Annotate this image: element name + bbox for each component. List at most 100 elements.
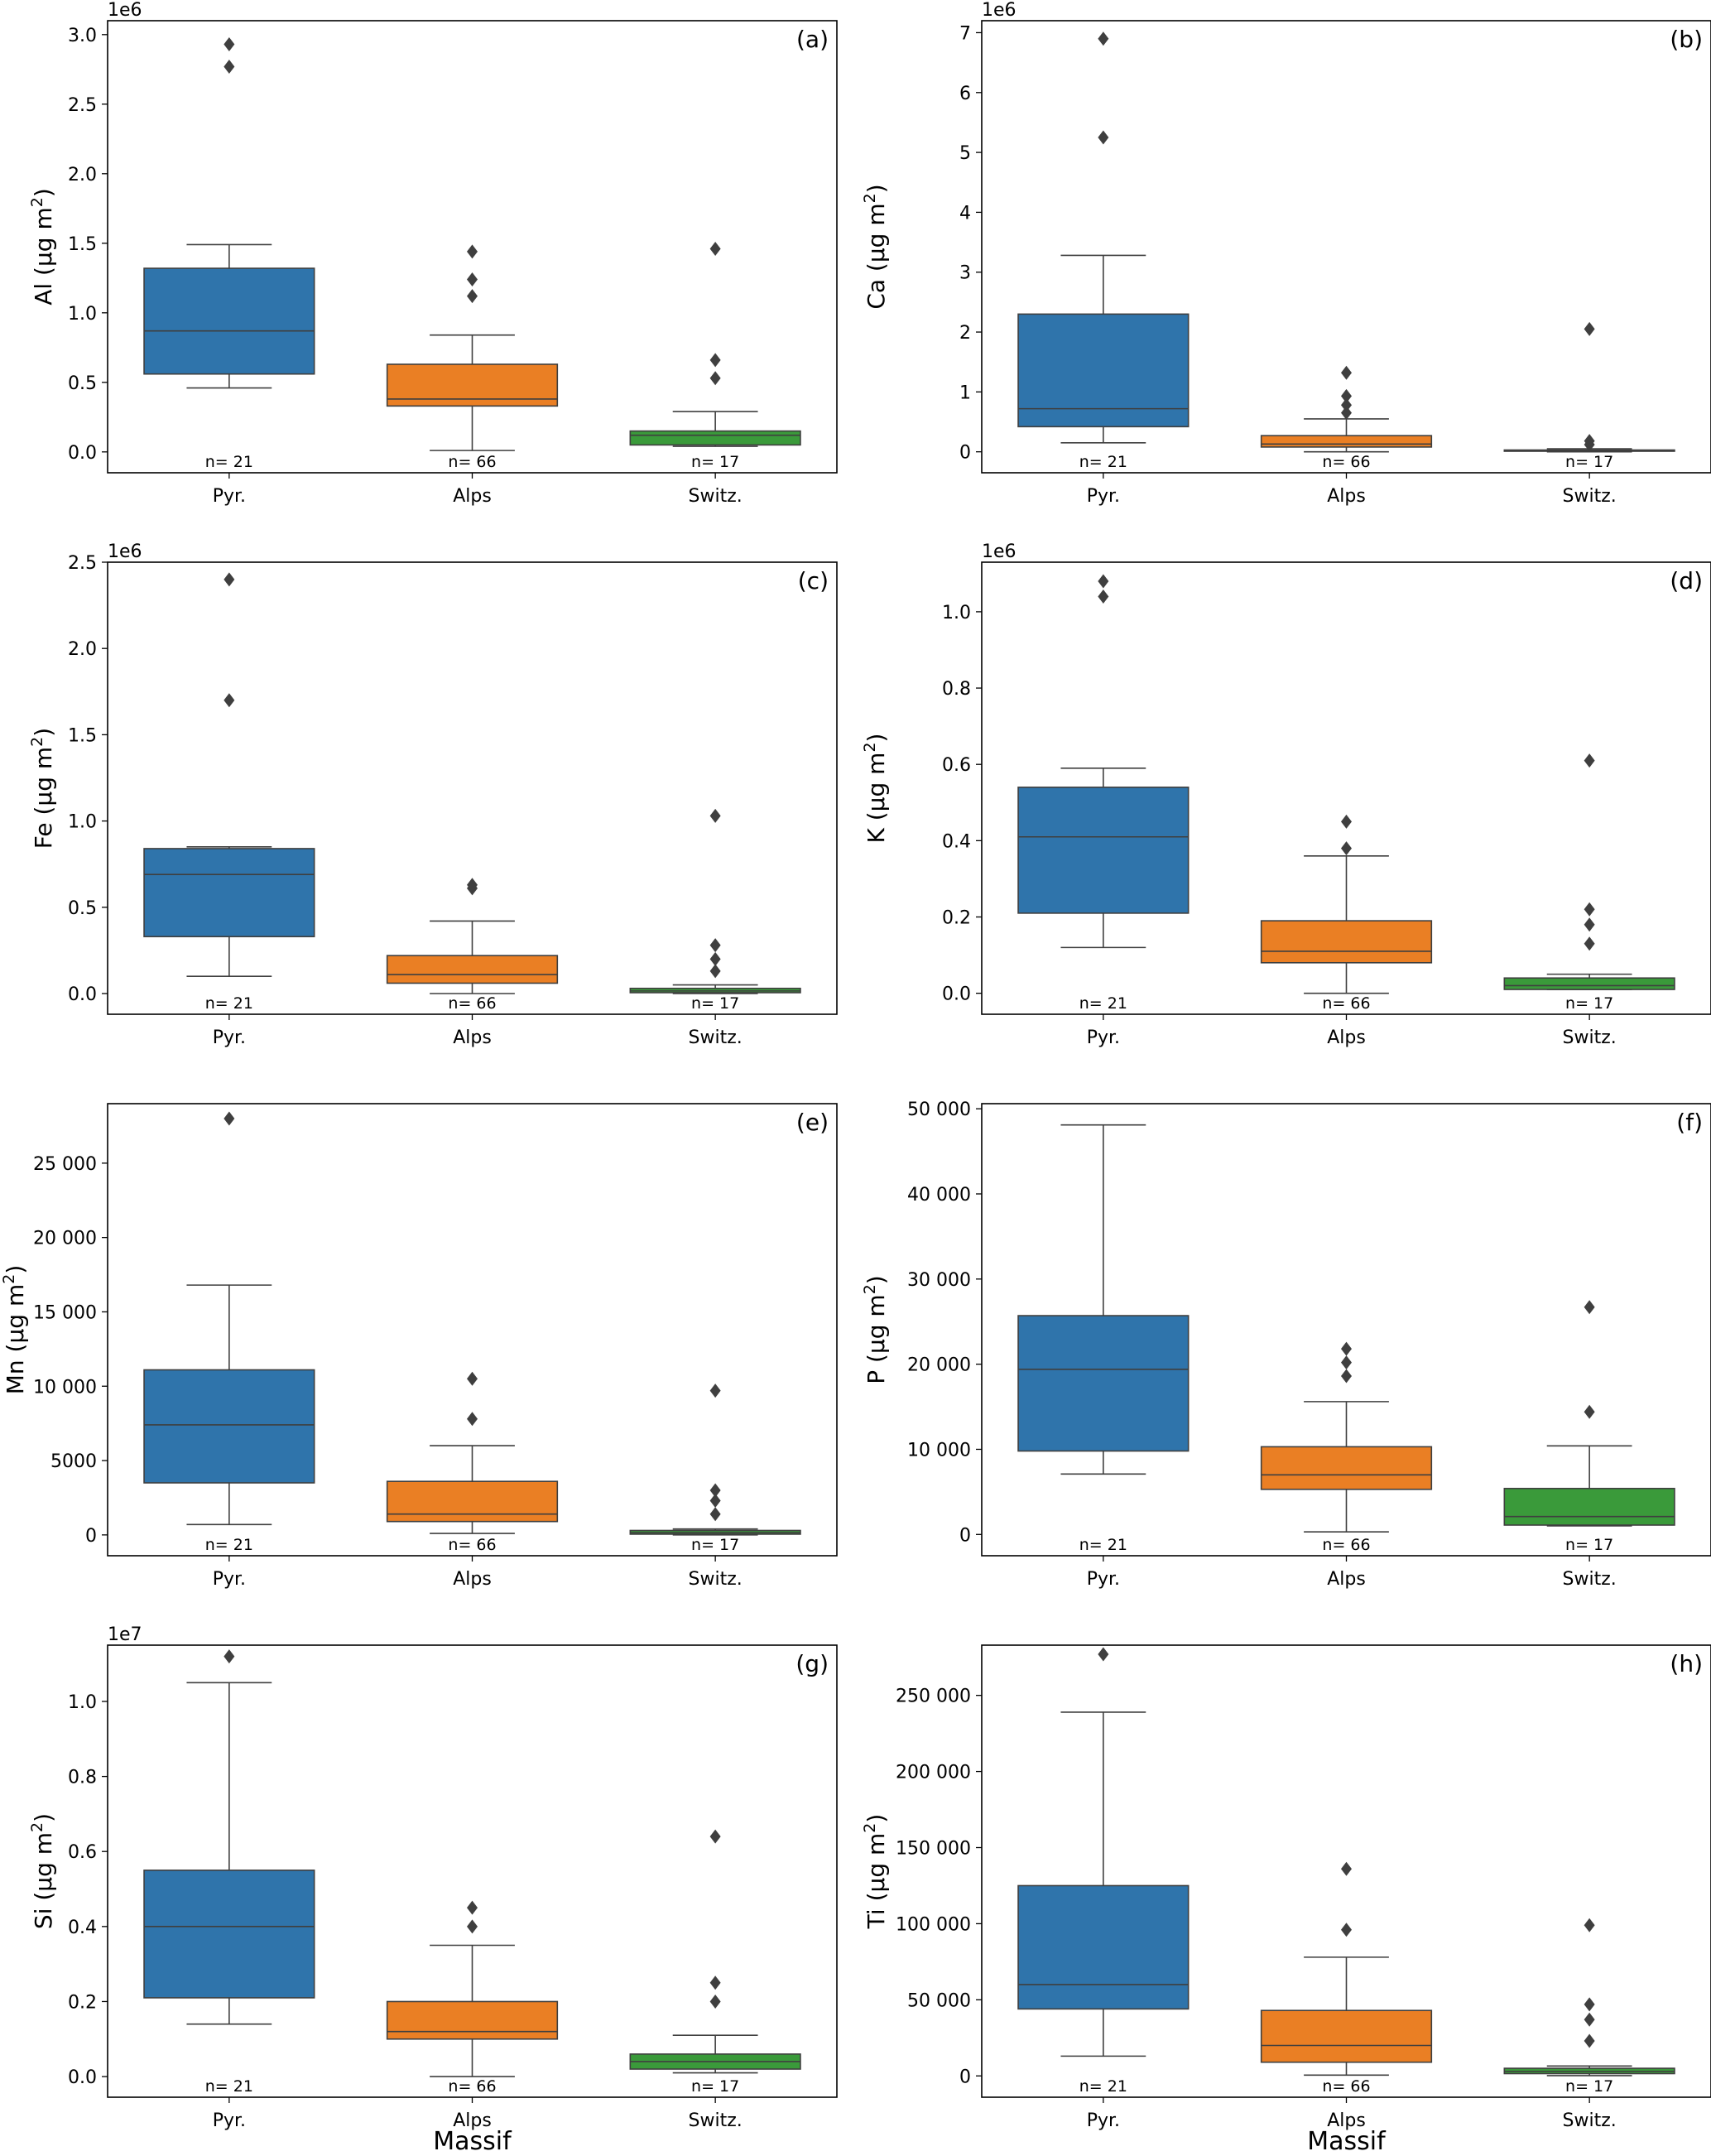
- x-tick-label: Switz.: [689, 486, 743, 507]
- y-tick-label: 1.0: [68, 812, 97, 833]
- box-iqr: [1260, 920, 1433, 964]
- y-tick-label: 0.5: [68, 898, 97, 919]
- x-tick-label: Switz.: [1563, 1569, 1617, 1590]
- x-tick-label: Pyr.: [1087, 1027, 1120, 1048]
- x-tick-label: Alps: [1327, 2110, 1366, 2131]
- panel-h: n= 21 Pyr. n= 66 Alps n= 17 Switz. 0 50 000 100 …: [861, 1644, 1711, 2131]
- box-pyr: n= 21 Pyr.: [1017, 1647, 1190, 2131]
- panel-label: (c): [798, 567, 829, 594]
- panel-label: (d): [1670, 567, 1703, 594]
- outlier-point: [1341, 1341, 1352, 1356]
- y-tick-label: 6: [959, 84, 971, 104]
- y-tick-label: 200 000: [896, 1763, 971, 1783]
- box-iqr: [1260, 1446, 1433, 1490]
- y-tick-label: 0: [959, 443, 971, 464]
- outlier-point: [467, 272, 478, 286]
- y-tick-label: 0: [959, 1525, 971, 1546]
- outlier-point: [223, 572, 235, 587]
- y-tick-label: 1.0: [68, 1692, 97, 1713]
- box-pyr: n= 21 Pyr.: [143, 572, 315, 1048]
- box-switz: n= 17 Switz.: [1503, 1918, 1675, 2131]
- y-tick-label: 2.0: [68, 639, 97, 660]
- y-axis-label: Ca (µg m2): [861, 184, 890, 309]
- box-switz: n= 17 Switz.: [629, 808, 801, 1048]
- outlier-point: [1584, 321, 1595, 336]
- axes-frame: [981, 20, 1711, 474]
- box-pyr: n= 21 Pyr.: [143, 1111, 315, 1590]
- outlier-point: [467, 878, 478, 893]
- y-tick-label: 0.4: [942, 831, 971, 852]
- box-pyr: n= 21 Pyr.: [1017, 574, 1190, 1048]
- outlier-point: [1584, 1404, 1595, 1419]
- axes-frame: [981, 1103, 1711, 1557]
- y-axis-label: P (µg m2): [861, 1275, 890, 1384]
- outlier-point: [1098, 1647, 1109, 1662]
- x-tick-label: Alps: [453, 486, 492, 507]
- y-tick-label: 1.0: [68, 304, 97, 325]
- box-iqr: [1017, 787, 1190, 914]
- y-tick-label: 150 000: [896, 1839, 971, 1860]
- x-tick-label: Switz.: [689, 1569, 743, 1590]
- outlier-point: [1341, 1861, 1352, 1876]
- axes-frame: [107, 561, 838, 1015]
- outlier-point: [1584, 1300, 1595, 1315]
- panel-d: n= 21 Pyr. n= 66 Alps n= 17 Switz. 0.0 0.2 0.4 0.…: [861, 541, 1711, 1048]
- x-tick-label: Switz.: [1563, 486, 1617, 507]
- box-iqr: [143, 267, 315, 375]
- box-pyr: n= 21 Pyr.: [1017, 1124, 1190, 1590]
- y-tick-label: 2.0: [68, 165, 97, 185]
- panel-label: (b): [1670, 26, 1703, 53]
- outlier-point: [1341, 1923, 1352, 1937]
- outlier-point: [709, 1976, 721, 1990]
- box-switz: n= 17 Switz.: [1503, 321, 1675, 507]
- box-alps: n= 66 Alps: [386, 244, 559, 507]
- y-tick-label: 7: [959, 23, 971, 44]
- x-tick-label: Pyr.: [213, 1569, 246, 1590]
- x-tick-label: Switz.: [689, 2110, 743, 2131]
- y-tick-label: 0.0: [942, 984, 971, 1005]
- n-count-label: n= 21: [1079, 2077, 1127, 2096]
- n-count-label: n= 17: [1565, 1536, 1613, 1554]
- outlier-point: [709, 1483, 721, 1498]
- outlier-point: [1341, 1369, 1352, 1384]
- axis-scale-label: 1e6: [982, 0, 1017, 21]
- outlier-point: [1341, 365, 1352, 380]
- panel-a: n= 21 Pyr. n= 66 Alps n= 17 Switz. 0.0 0.5 1.0 1.…: [28, 0, 838, 507]
- box-switz: n= 17 Switz.: [1503, 753, 1675, 1048]
- panel-f: n= 21 Pyr. n= 66 Alps n= 17 Switz. 0 10 000 20 0…: [861, 1100, 1711, 1590]
- n-count-label: n= 21: [205, 453, 253, 471]
- panel-g: n= 21 Pyr. n= 66 Alps n= 17 Switz. 0.0 0.2 0.4 0.…: [28, 1624, 838, 2131]
- y-tick-label: 1.0: [942, 603, 971, 623]
- y-tick-label: 25 000: [33, 1154, 97, 1175]
- box-pyr: n= 21 Pyr.: [143, 37, 315, 507]
- box-iqr: [1503, 977, 1675, 990]
- outlier-point: [1584, 2033, 1595, 2048]
- box-alps: n= 66 Alps: [386, 878, 559, 1048]
- box-switz: n= 17 Switz.: [629, 1829, 801, 2131]
- n-count-label: n= 17: [691, 2077, 739, 2096]
- box-iqr: [1017, 1884, 1190, 2010]
- y-tick-label: 10 000: [33, 1377, 97, 1398]
- outlier-point: [1341, 397, 1352, 412]
- y-tick-label: 2: [959, 323, 971, 344]
- n-count-label: n= 21: [205, 2077, 253, 2096]
- y-axis-label: Si (µg m2): [28, 1813, 57, 1929]
- y-tick-label: 0: [959, 2067, 971, 2087]
- outlier-point: [1341, 1355, 1352, 1370]
- n-count-label: n= 66: [1322, 1536, 1370, 1554]
- outlier-point: [709, 1829, 721, 1844]
- n-count-label: n= 66: [448, 2077, 496, 2096]
- x-tick-label: Switz.: [1563, 1027, 1617, 1048]
- y-axis-label: K (µg m2): [861, 734, 890, 844]
- outlier-point: [223, 37, 235, 52]
- y-tick-label: 0.5: [68, 373, 97, 394]
- outlier-point: [467, 289, 478, 304]
- box-alps: n= 66 Alps: [386, 1371, 559, 1590]
- axis-scale-label: 1e6: [982, 541, 1017, 562]
- n-count-label: n= 66: [448, 994, 496, 1013]
- x-tick-label: Pyr.: [1087, 486, 1120, 507]
- y-tick-label: 0.0: [68, 984, 97, 1005]
- box-iqr: [386, 363, 559, 407]
- panel-label: (f): [1676, 1109, 1703, 1136]
- outlier-point: [709, 964, 721, 979]
